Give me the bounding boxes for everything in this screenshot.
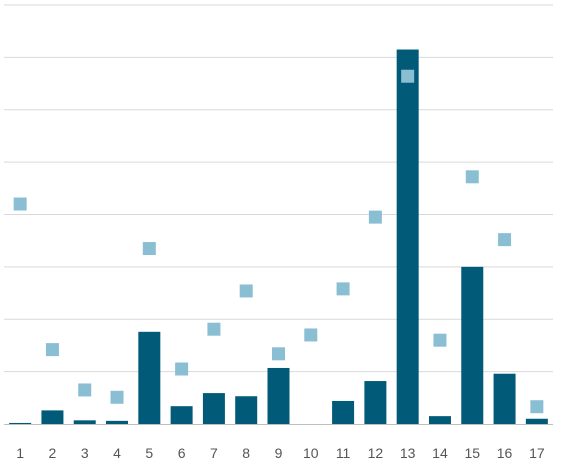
bar-16 — [493, 373, 516, 424]
x-tick-label-14: 14 — [432, 445, 448, 461]
bar-5 — [138, 331, 161, 424]
x-tick-label-12: 12 — [368, 445, 384, 461]
marker-7 — [207, 322, 221, 336]
bar-8 — [235, 396, 258, 424]
bar-9 — [267, 367, 290, 424]
x-tick-label-11: 11 — [336, 445, 351, 461]
x-tick-label-3: 3 — [81, 445, 89, 461]
bar-1 — [9, 422, 32, 424]
marker-15 — [465, 170, 479, 184]
bar-15 — [461, 266, 484, 424]
bar-13 — [396, 49, 419, 425]
marker-1 — [13, 197, 27, 211]
marker-14 — [433, 333, 447, 347]
x-tick-label-8: 8 — [242, 445, 250, 461]
x-tick-label-1: 1 — [16, 445, 24, 461]
x-tick-label-15: 15 — [464, 445, 480, 461]
marker-10 — [304, 328, 318, 342]
marker-16 — [498, 233, 512, 247]
marker-8 — [239, 284, 253, 298]
x-tick-label-5: 5 — [145, 445, 153, 461]
bar-12 — [364, 381, 387, 424]
marker-13 — [401, 69, 415, 83]
bar-2 — [41, 410, 64, 424]
x-tick-label-9: 9 — [275, 445, 283, 461]
bar-17 — [525, 418, 548, 424]
marker-17 — [530, 400, 544, 414]
bar-series — [9, 49, 548, 425]
marker-4 — [110, 390, 124, 404]
marker-9 — [272, 347, 285, 361]
gridlines — [4, 4, 553, 373]
x-tick-label-17: 17 — [529, 445, 545, 461]
marker-2 — [45, 343, 59, 357]
x-tick-label-7: 7 — [210, 445, 218, 461]
marker-6 — [175, 362, 189, 376]
bar-3 — [73, 420, 96, 424]
x-tick-label-13: 13 — [400, 445, 416, 461]
marker-11 — [336, 282, 350, 296]
bar-4 — [106, 420, 129, 424]
bar-6 — [170, 406, 193, 424]
x-tick-labels: 1 2 3 4 5 6 7 8 9 10 11 12 13 14 15 16 17 — [16, 445, 545, 461]
bar-14 — [428, 416, 451, 424]
marker-5 — [142, 242, 156, 256]
x-tick-label-2: 2 — [49, 445, 57, 461]
x-tick-label-6: 6 — [178, 445, 186, 461]
bar-7 — [202, 393, 225, 424]
bar-11 — [332, 400, 355, 424]
x-tick-label-16: 16 — [497, 445, 513, 461]
marker-series — [13, 69, 544, 414]
x-tick-label-4: 4 — [113, 445, 121, 461]
x-tick-label-10: 10 — [303, 445, 319, 461]
marker-12 — [368, 210, 382, 224]
marker-3 — [78, 383, 92, 397]
